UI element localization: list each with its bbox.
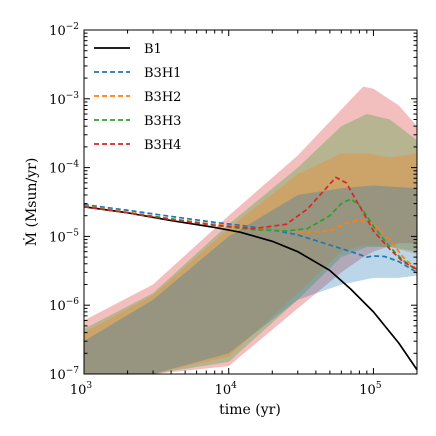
- series-line-b3h2: [84, 204, 417, 271]
- y-tick-label: 10−3: [49, 91, 79, 108]
- x-tick-label: 105: [359, 381, 382, 398]
- legend-label-b3h1: B3H1: [144, 66, 181, 81]
- x-axis-title: time (yr): [219, 402, 281, 418]
- axis-ticks: 103 104 105 10−7 10−6 10−5 10−4 10−3 10−2: [49, 22, 418, 398]
- uncertainty-bands: [84, 86, 417, 374]
- y-tick-label: 10−7: [49, 366, 79, 383]
- legend-label-b3h4: B3H4: [144, 138, 181, 153]
- band-b3h3: [84, 114, 417, 374]
- x-tick-label: 104: [215, 381, 238, 398]
- band-b3h4: [84, 86, 417, 374]
- y-tick-label: 10−4: [49, 160, 79, 177]
- y-axis-title: Ṁ (Msun/yr): [22, 158, 40, 247]
- series-lines: [84, 176, 417, 371]
- band-b3h2: [84, 153, 417, 374]
- plot-frame: [83, 29, 418, 375]
- band-b3h1: [84, 185, 417, 374]
- legend-label-b3h3: B3H3: [144, 114, 181, 129]
- series-line-b3h1: [84, 203, 417, 274]
- y-tick-label: 10−5: [49, 228, 79, 245]
- x-tick-label: 103: [70, 381, 93, 398]
- legend-label-b3h2: B3H2: [144, 90, 181, 105]
- y-tick-label: 10−6: [49, 297, 79, 314]
- y-tick-label: 10−2: [49, 22, 79, 39]
- legend: B1 B3H1 B3H2 B3H3 B3H4: [94, 42, 181, 153]
- series-line-b3h3: [84, 198, 417, 272]
- legend-label-b1: B1: [144, 42, 162, 57]
